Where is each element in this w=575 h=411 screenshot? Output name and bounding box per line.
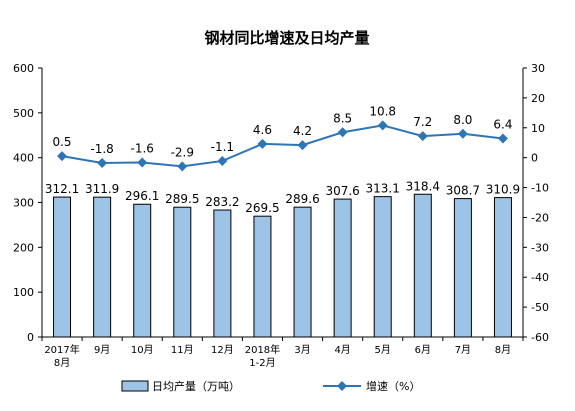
bar: [373, 196, 392, 338]
bar: [173, 206, 192, 338]
line-point-marker: [57, 151, 68, 162]
axes: 0 100 200 300 400 500 600 -60 -50 -40 -30 -20 -10 0 10…: [13, 62, 549, 369]
x-tick-label: 11月: [171, 344, 194, 356]
x-tick-label: 8月: [54, 357, 70, 369]
bar-value-label: 296.1: [125, 189, 159, 203]
x-tick-label: 8月: [495, 344, 511, 356]
line-point-marker: [497, 133, 508, 144]
y-right-tick-label: -30: [531, 241, 549, 254]
line-point-marker: [377, 120, 388, 131]
bar: [53, 196, 72, 338]
y-right-tick-label: -50: [531, 301, 549, 314]
y-left-tick-label: 300: [13, 197, 34, 210]
bar-value-label: 283.2: [205, 195, 239, 209]
line-point-marker: [137, 157, 148, 168]
y-left-tick-label: 200: [13, 241, 34, 254]
y-right-tick-label: 10: [531, 122, 545, 135]
x-tick-label: 2018年: [245, 343, 280, 356]
x-tick-label: 9月: [94, 344, 110, 356]
line-value-label: 6.4: [493, 118, 512, 132]
y-left-tick-label: 0: [27, 331, 34, 344]
y-left-tick-label: 600: [13, 62, 34, 75]
bar: [213, 209, 232, 338]
bar: [453, 198, 472, 338]
bar-value-label: 311.9: [85, 182, 119, 196]
line-point-marker: [97, 158, 108, 169]
line-point-marker: [457, 128, 468, 139]
line-point-marker: [417, 131, 428, 142]
y-right-tick-label: -10: [531, 182, 549, 195]
y-right-tick-label: 20: [531, 92, 545, 105]
x-tick-label: 6月: [415, 344, 431, 356]
line-point-marker: [297, 140, 308, 151]
line-point-marker: [177, 161, 188, 172]
bar-value-label: 308.7: [446, 184, 480, 198]
bar-value-label: 289.5: [165, 192, 199, 206]
line-point-marker: [257, 138, 268, 149]
line-value-label: 4.6: [253, 123, 272, 137]
legend-bar-label: 日均产量（万吨）: [152, 379, 240, 393]
x-tick-label: 2017年: [44, 343, 79, 356]
x-tick-label: 10月: [131, 344, 154, 356]
x-tick-label: 3月: [294, 344, 310, 356]
line-value-label: -1.8: [90, 142, 113, 156]
growth-line: [61, 124, 504, 168]
bar: [93, 196, 112, 338]
legend-line-label: 增速（%）: [366, 379, 420, 393]
x-tick-label: 1-2月: [249, 357, 275, 369]
y-left-tick-label: 500: [13, 107, 34, 120]
line-value-label: 4.2: [293, 124, 312, 138]
line-value-label: 8.0: [453, 113, 472, 127]
x-tick-label: 5月: [375, 344, 391, 356]
bar: [293, 206, 312, 338]
bar: [133, 203, 152, 338]
y-left-tick-label: 100: [13, 286, 34, 299]
y-right-tick-label: -20: [531, 211, 549, 224]
y-left-tick-label: 400: [13, 152, 34, 165]
bar-value-label: 269.5: [245, 201, 279, 215]
bar-value-label: 312.1: [45, 182, 79, 196]
line-value-label: -2.9: [171, 145, 194, 159]
bar: [253, 215, 272, 338]
x-tick-label: 12月: [211, 344, 234, 356]
y-right-tick-label: -40: [531, 271, 549, 284]
x-tick-label: 4月: [334, 344, 350, 356]
line-value-label: 8.5: [333, 111, 352, 125]
bar: [333, 198, 352, 338]
bar: [413, 193, 432, 338]
line-value-label: -1.1: [211, 140, 234, 154]
line-point-marker: [217, 155, 228, 166]
bar-series: 312.1 311.9 296.1 289.5 283.2 269.5 289.6 307.6…: [45, 179, 520, 338]
y-right-tick-label: 0: [531, 152, 538, 165]
line-value-label: -1.6: [130, 141, 153, 155]
y-right-tick-label: 30: [531, 62, 545, 75]
bar-value-label: 289.6: [285, 192, 319, 206]
bar-value-label: 313.1: [366, 182, 400, 196]
line-value-label: 7.2: [413, 115, 432, 129]
legend: 日均产量（万吨） 增速（%）: [121, 379, 420, 393]
legend-bar-swatch: [121, 380, 149, 392]
bar-value-label: 318.4: [406, 179, 440, 193]
line-series: 0.5 -1.8 -1.6 -2.9 -1.1 4.6 4.2 8.5 10.8 7.2 8.0 6.…: [52, 104, 513, 172]
bar: [493, 197, 512, 338]
line-value-label: 10.8: [369, 104, 396, 118]
chart-title: 钢材同比增速及日均产量: [204, 29, 369, 47]
legend-diamond-icon: [337, 381, 347, 391]
x-tick-label: 7月: [455, 344, 471, 356]
bar-value-label: 310.9: [486, 183, 520, 197]
line-value-label: 0.5: [52, 135, 71, 149]
bar-value-label: 307.6: [325, 184, 359, 198]
y-right-tick-label: -60: [531, 331, 549, 344]
line-point-marker: [337, 127, 348, 138]
